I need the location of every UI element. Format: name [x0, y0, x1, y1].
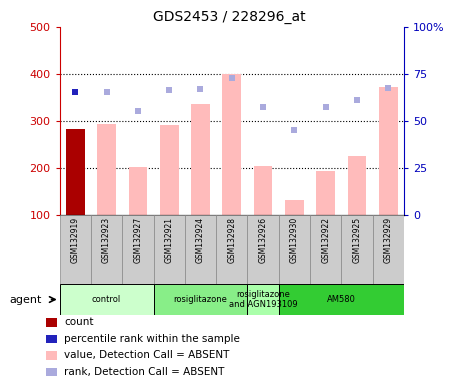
Text: GSM132919: GSM132919: [71, 217, 80, 263]
Bar: [341, 215, 373, 284]
Text: GSM132929: GSM132929: [384, 217, 393, 263]
Text: control: control: [92, 295, 121, 304]
Text: GDS2453 / 228296_at: GDS2453 / 228296_at: [153, 10, 306, 23]
Bar: [279, 215, 310, 284]
Bar: [310, 215, 341, 284]
Text: GSM132924: GSM132924: [196, 217, 205, 263]
Bar: [247, 284, 279, 315]
Text: GSM132921: GSM132921: [165, 217, 174, 263]
Text: percentile rank within the sample: percentile rank within the sample: [64, 334, 240, 344]
Bar: [285, 200, 304, 215]
Text: value, Detection Call = ABSENT: value, Detection Call = ABSENT: [64, 350, 230, 361]
Bar: [91, 215, 122, 284]
Bar: [160, 125, 179, 215]
Bar: [279, 284, 404, 315]
Bar: [223, 74, 241, 215]
Bar: [97, 124, 116, 215]
Text: GSM132925: GSM132925: [353, 217, 362, 263]
Text: count: count: [64, 317, 94, 328]
Bar: [66, 129, 85, 215]
Bar: [185, 215, 216, 284]
Text: rosiglitazone: rosiglitazone: [174, 295, 228, 304]
Text: GSM132927: GSM132927: [134, 217, 142, 263]
Bar: [216, 215, 247, 284]
Bar: [373, 215, 404, 284]
Bar: [316, 171, 335, 215]
Bar: [247, 215, 279, 284]
Text: GSM132926: GSM132926: [258, 217, 268, 263]
Bar: [60, 215, 91, 284]
Bar: [122, 215, 154, 284]
Text: GSM132922: GSM132922: [321, 217, 330, 263]
Bar: [379, 87, 397, 215]
Text: GSM132928: GSM132928: [227, 217, 236, 263]
Bar: [191, 104, 210, 215]
Bar: [347, 156, 366, 215]
Bar: [154, 215, 185, 284]
Bar: [129, 167, 147, 215]
Text: rank, Detection Call = ABSENT: rank, Detection Call = ABSENT: [64, 367, 224, 377]
Text: AM580: AM580: [327, 295, 356, 304]
Bar: [60, 284, 154, 315]
Text: agent: agent: [9, 295, 42, 305]
Bar: [154, 284, 247, 315]
Text: GSM132930: GSM132930: [290, 217, 299, 263]
Bar: [254, 166, 273, 215]
Text: rosiglitazone
and AGN193109: rosiglitazone and AGN193109: [229, 290, 297, 309]
Text: GSM132923: GSM132923: [102, 217, 111, 263]
